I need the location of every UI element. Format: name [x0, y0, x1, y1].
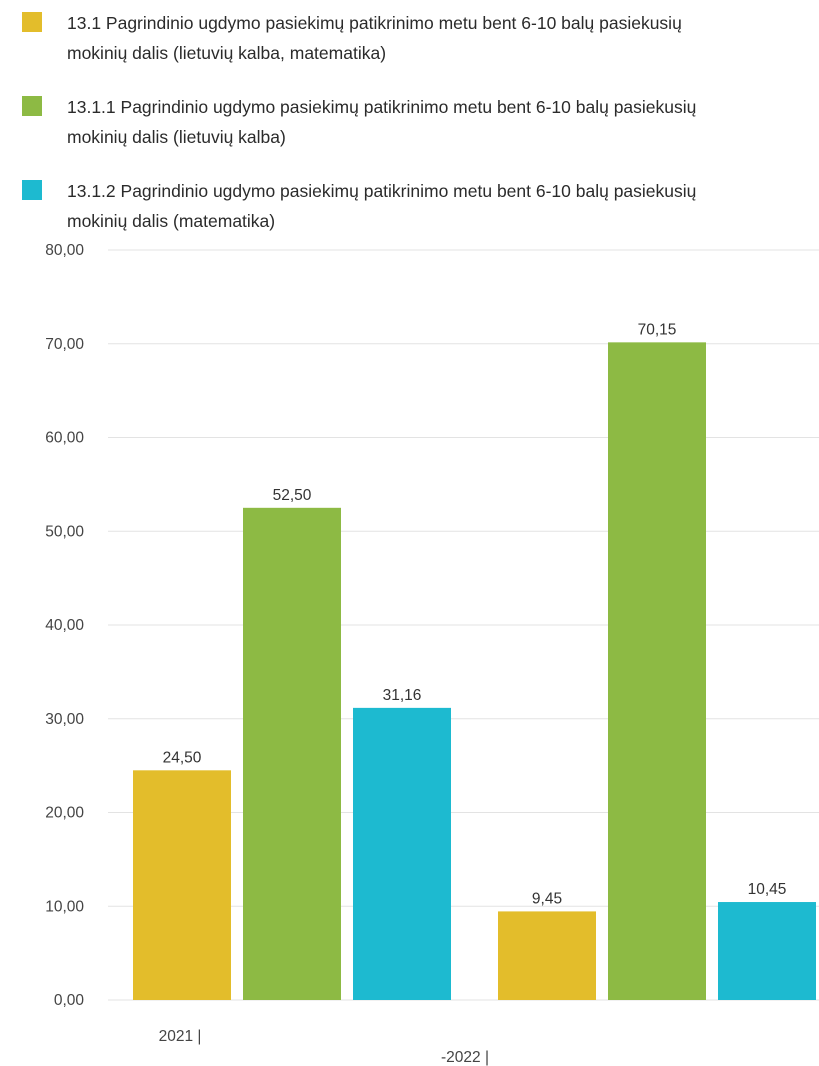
bar-series-1 — [498, 911, 596, 1000]
legend-item-series-2: 13.1.1 Pagrindinio ugdymo pasiekimų pati… — [22, 92, 792, 152]
legend-swatch-series-3 — [22, 180, 42, 200]
y-tick-label: 80,00 — [45, 242, 84, 259]
y-tick-label: 30,00 — [45, 711, 84, 728]
bar-series-3 — [353, 707, 451, 1000]
legend-label-series-3: 13.1.2 Pagrindinio ugdymo pasiekimų pati… — [67, 181, 697, 231]
bar-series-1 — [133, 770, 231, 1000]
chart-legend: 13.1 Pagrindinio ugdymo pasiekimų patikr… — [22, 8, 792, 260]
y-tick-label: 40,00 — [45, 617, 84, 634]
data-label: 70,15 — [638, 321, 677, 338]
legend-label-series-1: 13.1 Pagrindinio ugdymo pasiekimų patikr… — [67, 13, 682, 63]
y-tick-label: 20,00 — [45, 805, 84, 822]
y-tick-label: 50,00 — [45, 523, 84, 540]
data-label: 10,45 — [748, 881, 787, 898]
x-category-label: 2021 | — [159, 1028, 202, 1045]
bar-series-2 — [243, 507, 341, 1000]
x-category-label: -2022 | — [441, 1049, 489, 1066]
bar-series-2 — [608, 342, 706, 1000]
y-tick-label: 70,00 — [45, 336, 84, 353]
legend-label-series-2: 13.1.1 Pagrindinio ugdymo pasiekimų pati… — [67, 97, 697, 147]
legend-swatch-series-2 — [22, 96, 42, 116]
data-label: 9,45 — [532, 890, 562, 907]
y-tick-label: 0,00 — [54, 992, 85, 1009]
data-label: 31,16 — [383, 687, 422, 704]
y-tick-label: 10,00 — [45, 898, 84, 915]
bar-chart: 0,00 10,00 20,00 30,00 40,00 50,00 60,00 70,00 8… — [45, 242, 819, 1066]
legend-swatch-series-1 — [22, 12, 42, 32]
data-label: 52,50 — [273, 487, 312, 504]
legend-item-series-3: 13.1.2 Pagrindinio ugdymo pasiekimų pati… — [22, 176, 792, 236]
y-tick-label: 60,00 — [45, 430, 84, 447]
data-label: 24,50 — [163, 749, 202, 766]
legend-item-series-1: 13.1 Pagrindinio ugdymo pasiekimų patikr… — [22, 8, 792, 68]
bar-series-3 — [718, 902, 816, 1000]
